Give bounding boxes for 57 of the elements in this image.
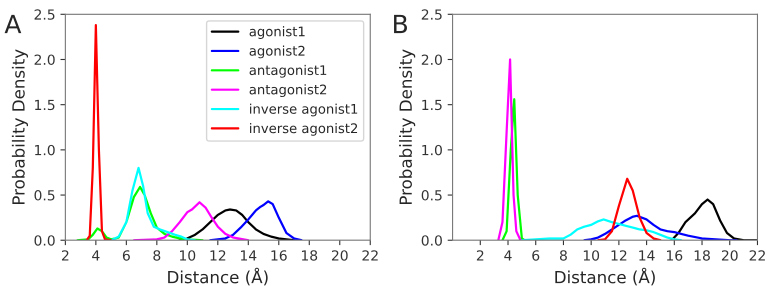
y-axis-title: Probability Density (12, 49, 28, 204)
x-tick-label: 22 (362, 250, 378, 261)
x-tick-label: 18 (302, 250, 318, 261)
legend-label: inverse agonist1 (250, 104, 358, 116)
line-series (132, 201, 250, 240)
line-series (86, 24, 112, 240)
line-series (209, 200, 303, 240)
x-tick-label: 10 (180, 250, 196, 261)
x-tick-label: 2 (62, 250, 68, 261)
x-tick-label: 14 (240, 250, 256, 261)
x-axis-title: Distance (Å) (555, 268, 655, 286)
x-tick-label: 16 (667, 250, 682, 261)
y-tick-label: 0.5 (422, 190, 442, 201)
x-tick-label: 12 (612, 250, 626, 261)
x-tick-label: 6 (532, 250, 540, 261)
line-series (110, 166, 196, 240)
x-tick-label: 4 (92, 250, 100, 261)
chart-title: B (394, 14, 407, 34)
line-series (497, 58, 522, 240)
line-series (520, 218, 682, 240)
legend-label: antagonist2 (250, 84, 326, 98)
y-tick-label: 1.0 (422, 144, 442, 156)
x-tick-label: 22 (750, 250, 765, 261)
line-series (583, 214, 738, 240)
y-tick-label: 1.0 (35, 144, 55, 156)
x-tick-label: 8 (153, 250, 160, 261)
legend-label: inverse agonist2 (250, 123, 358, 136)
x-tick-label: 12 (210, 250, 226, 261)
x-tick-label: 20 (332, 250, 348, 261)
y-tick-label: 2.0 (34, 54, 55, 65)
y-tick-label: 1.5 (35, 100, 54, 110)
y-axis-title: Probability Density (399, 49, 416, 204)
x-tick-label: 6 (122, 250, 130, 261)
x-tick-label: 14 (639, 250, 655, 261)
y-tick-label: 0.0 (422, 235, 442, 246)
line-series (76, 186, 204, 240)
y-tick-label: 0.0 (34, 235, 55, 246)
line-series (670, 198, 758, 240)
x-tick-label: 2 (476, 250, 484, 261)
x-tick-label: 18 (694, 250, 710, 261)
chart-title: A (4, 14, 22, 34)
line-series (501, 98, 526, 240)
x-axis-title: Distance (Å) (168, 268, 268, 286)
y-tick-label: 0.5 (34, 190, 54, 201)
x-tick-label: 4 (504, 250, 512, 261)
y-tick-label: 2.0 (422, 54, 442, 65)
legend-label: agonist1 (250, 26, 305, 39)
x-tick-label: 8 (560, 250, 567, 261)
y-tick-label: 1.5 (422, 100, 442, 110)
line-series (596, 178, 662, 240)
y-tick-label: 2.5 (34, 9, 54, 20)
x-tick-label: 20 (722, 250, 738, 261)
x-tick-label: 10 (584, 250, 600, 261)
y-tick-label: 2.5 (422, 9, 442, 20)
legend-label: antagonist1 (250, 64, 326, 78)
x-tick-label: 16 (271, 250, 287, 261)
legend-label: agonist2 (250, 46, 304, 58)
